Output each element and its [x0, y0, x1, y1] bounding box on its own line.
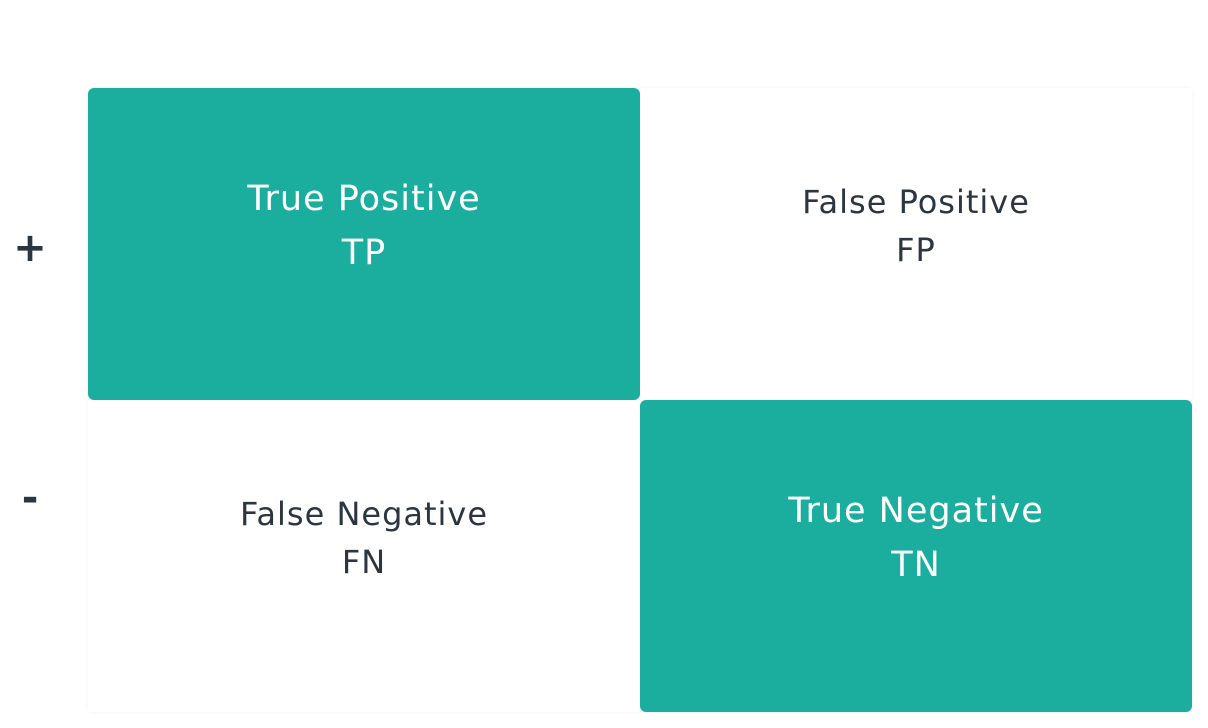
cell-abbreviation: TN: [891, 545, 941, 585]
cell-abbreviation: FP: [896, 231, 936, 269]
cell-false-positive: False Positive FP: [640, 88, 1192, 400]
cell-name: True Negative: [788, 491, 1044, 531]
cell-name: True Positive: [247, 179, 481, 219]
cell-true-positive: True Positive TP: [88, 88, 640, 400]
confusion-matrix: True Positive TP False Positive FP False…: [88, 88, 1192, 712]
row-label-negative: -: [21, 475, 39, 521]
cell-false-negative: False Negative FN: [88, 400, 640, 712]
row-label-positive: +: [13, 225, 47, 271]
cell-abbreviation: FN: [341, 543, 387, 581]
cell-name: False Negative: [239, 495, 489, 533]
cell-abbreviation: TP: [341, 233, 387, 273]
cell-true-negative: True Negative TN: [640, 400, 1192, 712]
cell-name: False Positive: [802, 183, 1030, 221]
